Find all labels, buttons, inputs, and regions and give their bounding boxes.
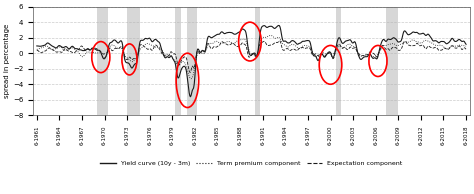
Bar <box>255 7 261 115</box>
Legend: Yield curve (10y - 3m), Term premium component, Expectation component: Yield curve (10y - 3m), Term premium com… <box>98 158 405 169</box>
Y-axis label: spread in percentage: spread in percentage <box>4 24 10 98</box>
Bar <box>174 7 181 115</box>
Bar <box>187 7 197 115</box>
Bar <box>386 7 398 115</box>
Bar <box>97 7 108 115</box>
Bar <box>127 7 140 115</box>
Bar <box>336 7 341 115</box>
